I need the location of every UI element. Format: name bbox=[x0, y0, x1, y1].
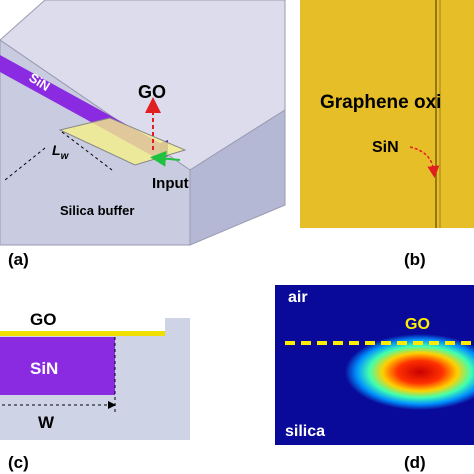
panel-b: Graphene oxi SiN (b) bbox=[300, 0, 474, 269]
micrograph bbox=[300, 0, 474, 228]
go-label: GO bbox=[138, 82, 166, 102]
panel-label: (d) bbox=[404, 453, 426, 472]
panel-c: GO SiN W (c) bbox=[0, 310, 190, 472]
go-layer bbox=[0, 331, 165, 336]
sin-core bbox=[0, 337, 115, 395]
panel-label: (a) bbox=[8, 250, 29, 269]
go-label: GO bbox=[30, 310, 56, 329]
mode-profile bbox=[345, 334, 474, 410]
sin-label: SiN bbox=[30, 359, 58, 378]
panel-label: (c) bbox=[8, 453, 29, 472]
panel-label: (b) bbox=[404, 250, 426, 269]
width-label: W bbox=[38, 413, 55, 432]
panel-a: SiN GO Lw Input Silica buffer (a) bbox=[0, 0, 286, 269]
slab-side bbox=[189, 109, 286, 246]
dim-line bbox=[61, 131, 113, 171]
sin-label: SiN bbox=[372, 139, 399, 156]
input-arrow bbox=[150, 150, 181, 167]
go-label: GO bbox=[405, 316, 430, 333]
input-label: Input bbox=[152, 175, 189, 192]
silica-label: silica bbox=[285, 423, 325, 440]
dim-line bbox=[4, 147, 46, 181]
film-label: Graphene oxi bbox=[320, 92, 441, 113]
panel-d: air GO silica (d) bbox=[275, 285, 474, 472]
air-label: air bbox=[288, 289, 308, 306]
length-label: Lw bbox=[52, 142, 70, 162]
buffer-label: Silica buffer bbox=[60, 203, 134, 218]
